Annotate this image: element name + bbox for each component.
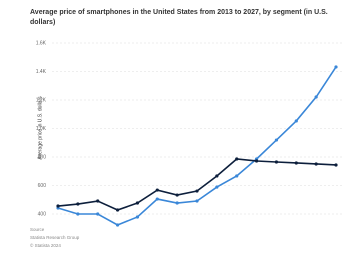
y-tick-label: 1.2K — [36, 97, 47, 103]
y-tick-label: 1.4K — [36, 69, 47, 75]
y-tick-label: 800 — [38, 154, 47, 160]
data-point — [274, 138, 279, 142]
data-point — [96, 212, 100, 216]
data-point — [254, 159, 259, 163]
data-point — [235, 174, 239, 178]
data-point — [56, 204, 60, 208]
data-point — [274, 160, 279, 164]
data-point — [115, 208, 120, 212]
data-point — [314, 95, 318, 99]
data-point — [135, 215, 140, 219]
data-point — [175, 193, 179, 197]
data-point — [155, 188, 159, 192]
source-text: Statista Research Group — [30, 235, 80, 240]
data-point — [215, 174, 219, 178]
y-axis-label: Average price in U.S. dollars — [37, 96, 43, 160]
copyright: © Statista 2024 — [30, 242, 61, 248]
data-point — [175, 201, 179, 205]
data-point — [115, 223, 120, 227]
chart-title: Average price of smartphones in the Unit… — [30, 9, 328, 26]
data-point — [76, 212, 80, 216]
data-point — [155, 197, 159, 201]
y-tick-label: 400 — [38, 211, 47, 217]
data-point — [235, 157, 239, 161]
data-point — [294, 119, 298, 123]
y-tick-label: 1.6K — [36, 40, 47, 46]
y-tick-label: 1.0K — [36, 126, 47, 132]
data-point — [96, 199, 100, 203]
data-point — [195, 199, 199, 203]
data-point — [215, 185, 219, 189]
data-point — [135, 201, 140, 205]
data-point — [195, 189, 199, 193]
data-point — [334, 163, 338, 167]
data-point — [76, 202, 80, 206]
data-point — [314, 162, 318, 166]
data-point — [294, 161, 298, 165]
source-label: Source — [30, 227, 45, 232]
y-tick-label: 600 — [38, 183, 47, 189]
data-point — [334, 65, 338, 69]
